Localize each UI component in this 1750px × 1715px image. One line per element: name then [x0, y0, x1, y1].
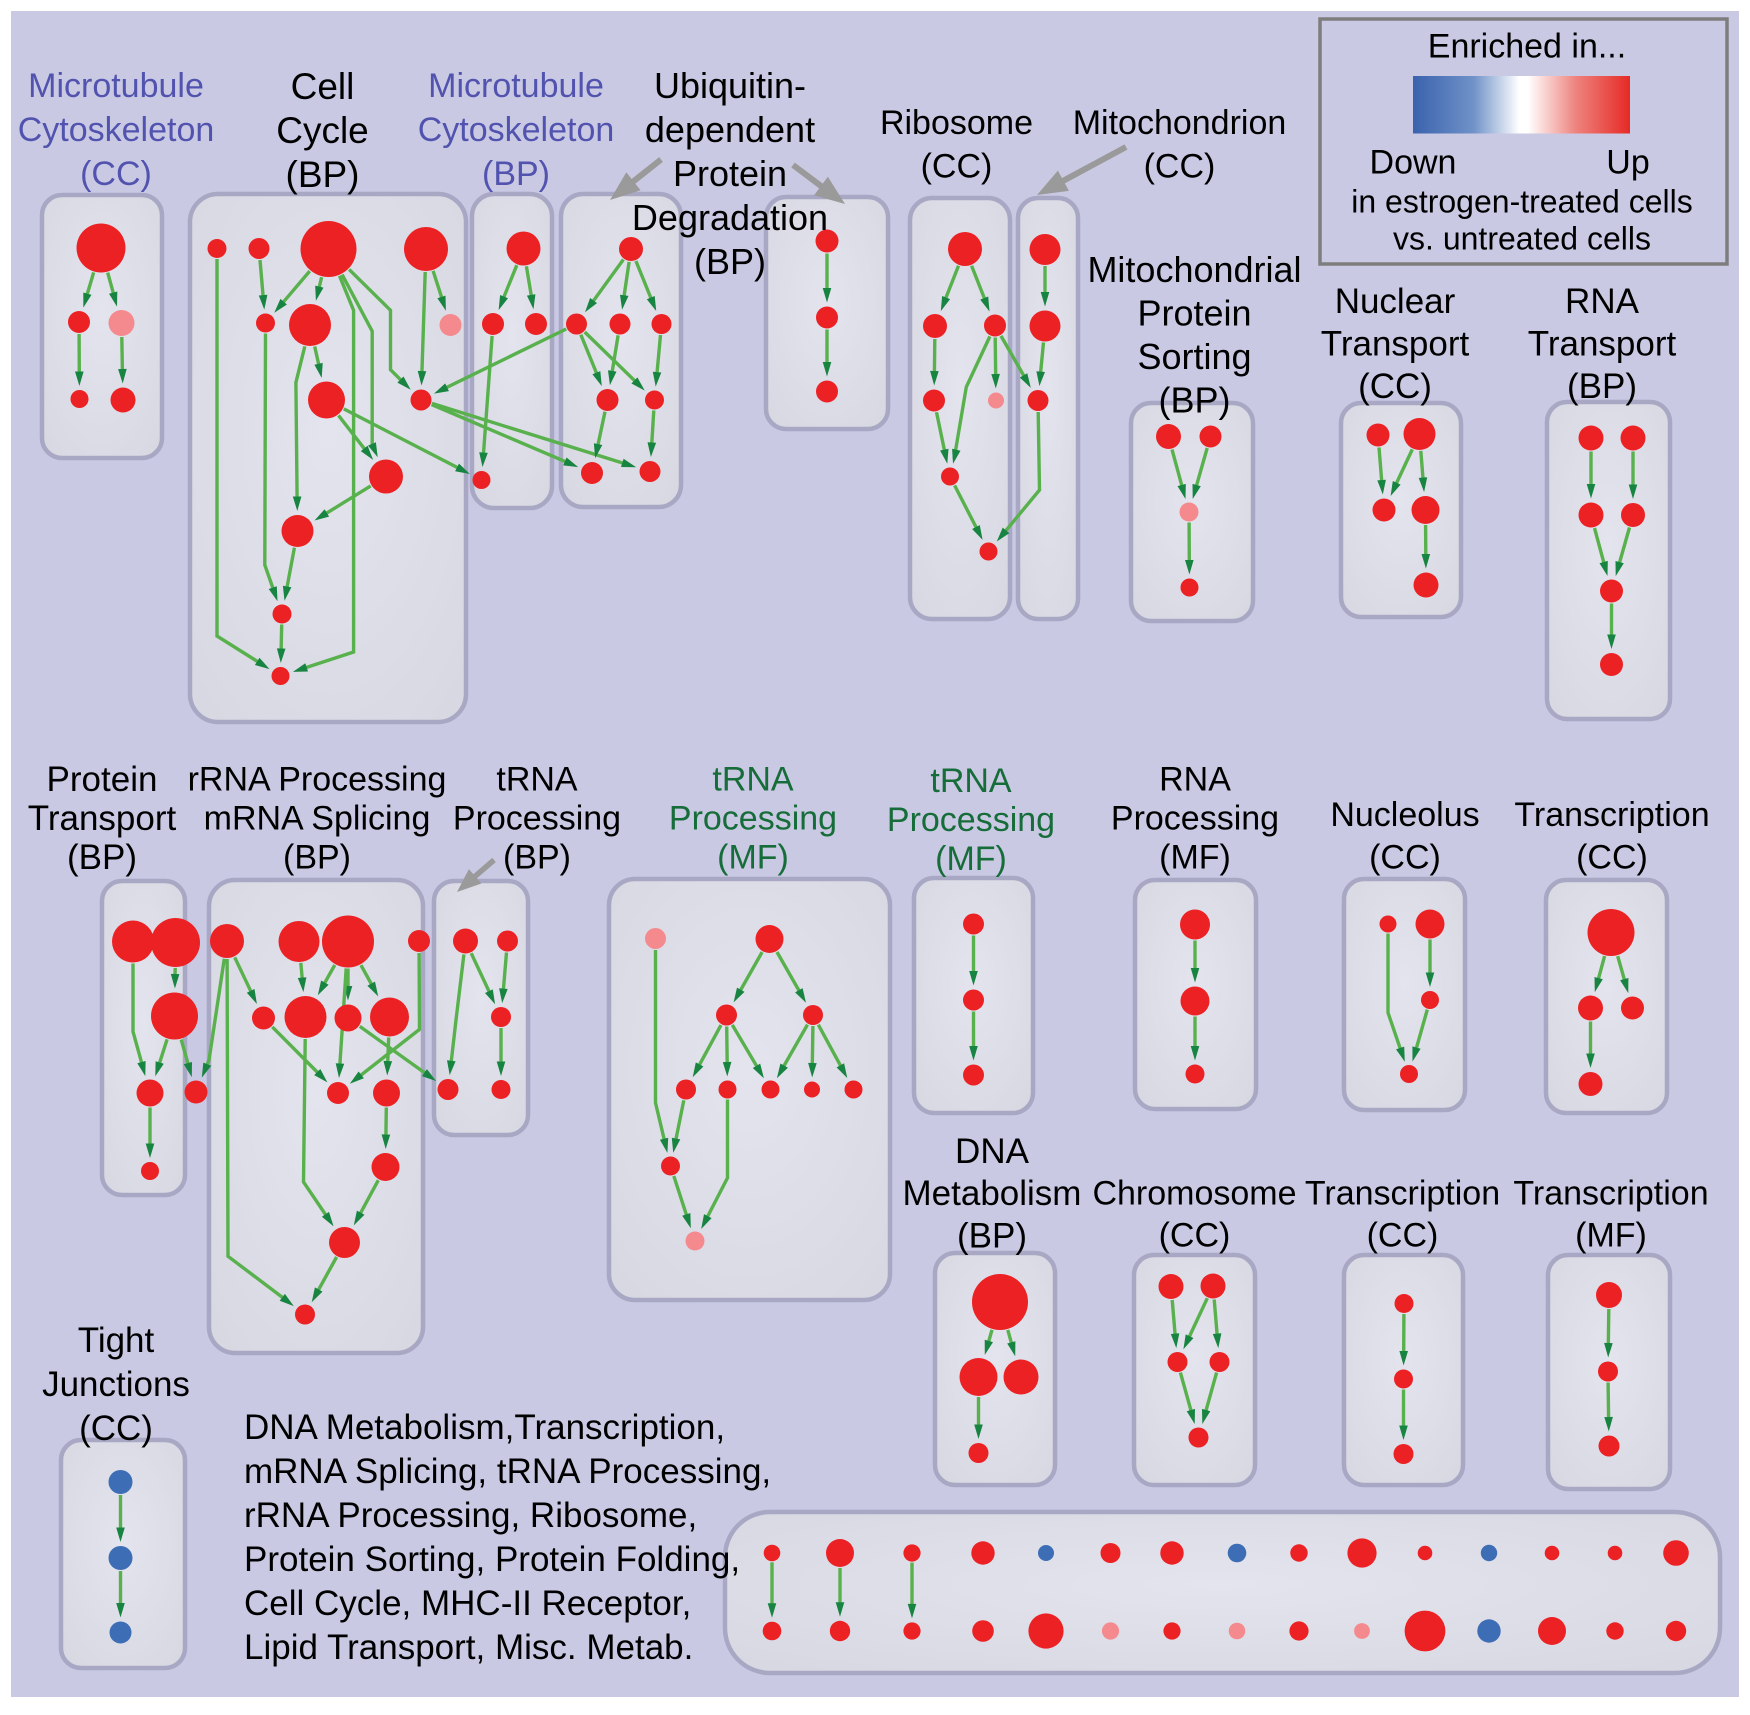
- svg-text:Mitochondrion: Mitochondrion: [1073, 104, 1287, 142]
- svg-text:Transport: Transport: [1321, 325, 1470, 364]
- svg-text:(BP): (BP): [503, 838, 571, 876]
- svg-text:(MF): (MF): [1575, 1217, 1647, 1255]
- svg-text:Cell Cycle, MHC-II Receptor,: Cell Cycle, MHC-II Receptor,: [244, 1584, 691, 1623]
- svg-text:Ubiquitin-: Ubiquitin-: [654, 65, 806, 106]
- svg-text:Processing: Processing: [453, 799, 621, 837]
- svg-text:RNA: RNA: [1159, 760, 1231, 798]
- svg-text:Cytoskeleton: Cytoskeleton: [18, 111, 215, 149]
- svg-text:(CC): (CC): [1367, 1217, 1439, 1255]
- svg-text:Transport: Transport: [1528, 325, 1677, 364]
- svg-text:Protein: Protein: [673, 153, 787, 194]
- svg-text:rRNA Processing, Ribosome,: rRNA Processing, Ribosome,: [244, 1496, 697, 1535]
- svg-text:(CC): (CC): [1144, 148, 1216, 186]
- svg-text:tRNA: tRNA: [930, 762, 1012, 800]
- svg-text:Processing: Processing: [1111, 799, 1279, 837]
- svg-text:Degradation: Degradation: [632, 197, 828, 238]
- svg-text:tRNA: tRNA: [712, 760, 794, 798]
- svg-text:(CC): (CC): [1369, 839, 1441, 877]
- svg-text:(CC): (CC): [1159, 1217, 1231, 1255]
- svg-text:Microtubule: Microtubule: [28, 67, 204, 105]
- svg-text:Up: Up: [1606, 144, 1649, 182]
- svg-text:Ribosome: Ribosome: [880, 104, 1033, 142]
- svg-text:Tight: Tight: [78, 1321, 155, 1360]
- svg-text:Transport: Transport: [28, 799, 177, 838]
- svg-text:Lipid Transport, Misc. Metab.: Lipid Transport, Misc. Metab.: [244, 1628, 693, 1667]
- svg-text:Junctions: Junctions: [42, 1365, 190, 1404]
- svg-text:vs. untreated cells: vs. untreated cells: [1393, 221, 1651, 257]
- svg-text:Protein Sorting, Protein Foldi: Protein Sorting, Protein Folding,: [244, 1540, 740, 1579]
- svg-text:rRNA Processing: rRNA Processing: [188, 760, 447, 798]
- svg-text:(CC): (CC): [80, 155, 152, 193]
- svg-text:Nucleolus: Nucleolus: [1330, 796, 1479, 834]
- svg-text:RNA: RNA: [1565, 282, 1640, 321]
- svg-text:Protein: Protein: [1137, 293, 1251, 334]
- svg-text:(BP): (BP): [286, 154, 360, 195]
- svg-text:(BP): (BP): [1159, 380, 1231, 421]
- svg-text:Processing: Processing: [669, 799, 837, 837]
- svg-text:(CC): (CC): [79, 1409, 153, 1448]
- svg-text:(MF): (MF): [717, 838, 789, 876]
- svg-text:Processing: Processing: [887, 801, 1055, 839]
- svg-text:Transcription: Transcription: [1514, 796, 1709, 834]
- svg-text:tRNA: tRNA: [496, 760, 578, 798]
- svg-text:mRNA Splicing: mRNA Splicing: [204, 799, 431, 837]
- svg-text:Down: Down: [1370, 144, 1457, 182]
- svg-text:(BP): (BP): [694, 241, 766, 282]
- svg-text:Transcription: Transcription: [1513, 1174, 1708, 1212]
- svg-text:(CC): (CC): [1576, 839, 1648, 877]
- svg-text:in estrogen-treated cells: in estrogen-treated cells: [1351, 184, 1693, 220]
- svg-text:(CC): (CC): [921, 148, 993, 186]
- svg-text:(BP): (BP): [283, 838, 351, 876]
- svg-text:Mitochondrial: Mitochondrial: [1087, 249, 1301, 290]
- svg-text:Chromosome: Chromosome: [1092, 1174, 1296, 1212]
- svg-text:Protein: Protein: [47, 760, 158, 799]
- svg-text:Enriched in...: Enriched in...: [1428, 28, 1626, 66]
- svg-text:Cytoskeleton: Cytoskeleton: [418, 111, 615, 149]
- svg-text:DNA Metabolism,Transcription,: DNA Metabolism,Transcription,: [244, 1408, 725, 1447]
- svg-text:Nuclear: Nuclear: [1335, 282, 1456, 321]
- svg-text:(MF): (MF): [1159, 838, 1231, 876]
- svg-text:(BP): (BP): [957, 1216, 1027, 1255]
- svg-text:(CC): (CC): [1358, 367, 1432, 406]
- svg-text:DNA: DNA: [955, 1132, 1030, 1171]
- svg-text:Cycle: Cycle: [276, 110, 369, 151]
- svg-text:(BP): (BP): [482, 155, 550, 193]
- svg-text:mRNA Splicing, tRNA Processing: mRNA Splicing, tRNA Processing,: [244, 1452, 771, 1491]
- svg-text:(BP): (BP): [1567, 367, 1637, 406]
- svg-text:(BP): (BP): [67, 838, 137, 877]
- svg-text:Cell: Cell: [291, 66, 355, 107]
- svg-text:Sorting: Sorting: [1137, 336, 1251, 377]
- svg-text:Metabolism: Metabolism: [903, 1174, 1082, 1213]
- svg-text:Transcription: Transcription: [1305, 1174, 1500, 1212]
- svg-text:dependent: dependent: [645, 109, 815, 150]
- svg-text:Microtubule: Microtubule: [428, 67, 604, 105]
- svg-text:(MF): (MF): [935, 840, 1007, 878]
